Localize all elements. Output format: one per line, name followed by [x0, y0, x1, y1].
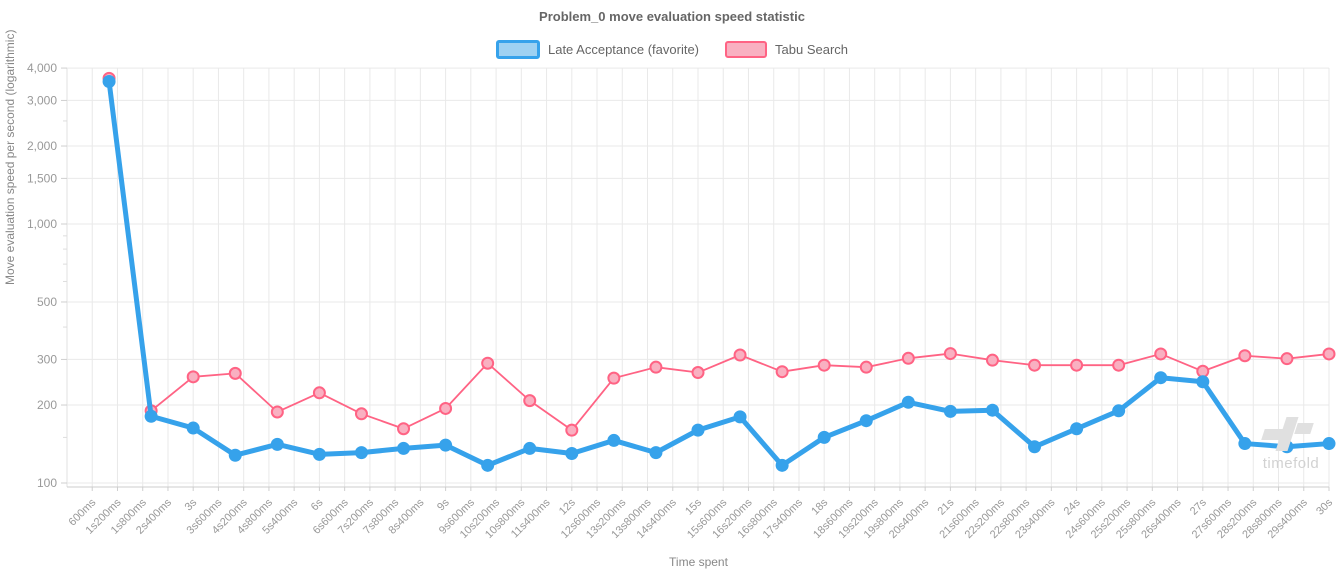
data-point — [270, 437, 284, 451]
data-point — [607, 433, 621, 447]
y-tick-label: 300 — [37, 352, 57, 366]
data-point — [733, 410, 747, 424]
data-point — [1070, 422, 1084, 436]
x-tick-label: 24s — [1062, 496, 1083, 517]
data-point — [312, 447, 326, 461]
data-point — [775, 365, 789, 379]
data-point — [1280, 440, 1294, 454]
data-point — [354, 407, 368, 421]
data-point — [565, 423, 579, 437]
data-point — [985, 403, 999, 417]
y-tick-label: 2,000 — [27, 139, 57, 153]
data-point — [607, 371, 621, 385]
data-point — [901, 351, 915, 365]
series-line — [106, 78, 1332, 468]
data-point — [985, 353, 999, 367]
data-point — [1238, 437, 1252, 451]
legend-label-late-acceptance: Late Acceptance (favorite) — [547, 42, 700, 57]
data-point — [186, 421, 200, 435]
data-point — [1322, 347, 1336, 361]
data-point — [859, 414, 873, 428]
x-tick-label: 6s — [309, 496, 326, 513]
x-tick-label: 18s — [809, 496, 830, 517]
y-tick-label: 100 — [37, 476, 57, 490]
data-point — [481, 458, 495, 472]
data-point — [1112, 404, 1126, 418]
y-tick-label: 200 — [37, 398, 57, 412]
data-point — [1154, 371, 1168, 385]
data-point — [270, 405, 284, 419]
data-point — [397, 441, 411, 455]
y-tick-label: 1,500 — [27, 171, 57, 185]
data-point — [1196, 364, 1210, 378]
data-point — [943, 347, 957, 361]
legend-swatch-tabu-search — [725, 41, 768, 58]
data-point — [817, 430, 831, 444]
data-point — [733, 348, 747, 362]
data-point — [565, 446, 579, 460]
data-point — [354, 446, 368, 460]
x-tick-label: 21s — [935, 496, 956, 517]
data-point — [691, 423, 705, 437]
data-point — [481, 356, 495, 370]
data-point — [439, 438, 453, 452]
data-point — [144, 409, 158, 423]
data-point — [649, 360, 663, 374]
x-tick-label: 15s — [683, 496, 704, 517]
data-point — [102, 74, 116, 88]
data-point — [817, 358, 831, 372]
data-point — [1238, 349, 1252, 363]
y-tick-label: 3,000 — [27, 93, 57, 107]
data-point — [228, 448, 242, 462]
x-axis-title: Time spent — [669, 555, 728, 569]
chart-title: Problem_0 move evaluation speed statisti… — [539, 9, 805, 24]
data-point — [1196, 375, 1210, 389]
legend-swatch-late-acceptance — [495, 40, 540, 59]
legend-item-tabu-search[interactable]: Tabu Search — [725, 41, 848, 58]
data-point — [312, 386, 326, 400]
legend-item-late-acceptance[interactable]: Late Acceptance (favorite) — [495, 40, 700, 59]
y-tick-label: 1,000 — [27, 217, 57, 231]
data-point — [943, 404, 957, 418]
x-tick-label: 9s — [435, 496, 452, 513]
data-point — [649, 446, 663, 460]
y-tick-label: 500 — [37, 295, 57, 309]
data-point — [397, 422, 411, 436]
data-point — [523, 394, 537, 408]
data-point — [775, 458, 789, 472]
x-tick-label: 3s — [183, 496, 200, 513]
data-point — [1070, 358, 1084, 372]
x-tick-label: 30s — [1314, 496, 1335, 517]
data-point — [186, 370, 200, 384]
data-point — [523, 441, 537, 455]
legend-label-tabu-search: Tabu Search — [775, 42, 849, 57]
data-point — [439, 401, 453, 415]
data-point — [901, 395, 915, 409]
y-tick-label: 4,000 — [27, 61, 57, 75]
data-point — [859, 360, 873, 374]
series-line — [108, 77, 1330, 432]
data-point — [228, 366, 242, 380]
data-point — [1154, 347, 1168, 361]
data-point — [1028, 358, 1042, 372]
x-tick-label: 27s — [1188, 496, 1209, 517]
x-tick-label: 12s — [557, 496, 578, 517]
data-point — [1112, 358, 1126, 372]
data-point — [1322, 437, 1336, 451]
chart-legend: Late Acceptance (favorite) Tabu Search — [0, 40, 1344, 59]
data-point — [691, 366, 705, 380]
data-point — [1028, 440, 1042, 454]
data-point — [1280, 352, 1294, 366]
